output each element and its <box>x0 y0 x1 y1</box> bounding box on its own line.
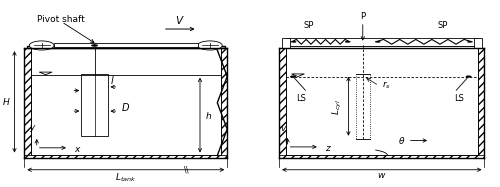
Text: $l$: $l$ <box>110 74 115 86</box>
Bar <box>24 48 31 156</box>
Text: LS: LS <box>296 94 306 103</box>
Bar <box>282 38 290 48</box>
Text: $L_{cyl}$: $L_{cyl}$ <box>332 99 344 115</box>
Bar <box>286 38 478 46</box>
Circle shape <box>290 75 296 78</box>
Text: $v$: $v$ <box>280 124 287 133</box>
Text: $w$: $w$ <box>377 171 386 180</box>
Bar <box>221 48 227 156</box>
Circle shape <box>292 41 296 43</box>
Bar <box>478 48 484 156</box>
Bar <box>54 42 198 47</box>
Text: $\backslash\backslash$: $\backslash\backslash$ <box>183 163 190 174</box>
Bar <box>279 48 285 156</box>
Text: $y$: $y$ <box>29 123 36 134</box>
Circle shape <box>198 41 222 50</box>
Circle shape <box>30 41 54 50</box>
Text: $z$: $z$ <box>324 144 332 153</box>
Bar <box>279 156 484 158</box>
Text: SP: SP <box>304 21 314 30</box>
Text: $r_s$: $r_s$ <box>382 80 390 91</box>
Text: $x$: $x$ <box>74 145 82 154</box>
Text: SP: SP <box>437 21 448 30</box>
Text: $\theta$: $\theta$ <box>398 135 406 146</box>
Bar <box>27 46 224 48</box>
Text: P: P <box>360 12 366 21</box>
Circle shape <box>467 41 472 43</box>
Bar <box>286 46 478 48</box>
Circle shape <box>345 41 350 43</box>
Bar <box>356 74 370 139</box>
Text: $V$: $V$ <box>176 14 185 26</box>
Text: Pivot shaft: Pivot shaft <box>36 15 84 24</box>
Text: $h$: $h$ <box>205 110 212 121</box>
Text: $H$: $H$ <box>2 96 10 107</box>
Circle shape <box>376 41 380 43</box>
Circle shape <box>466 75 471 78</box>
Text: LS: LS <box>454 94 464 103</box>
Text: $L_{tank}$: $L_{tank}$ <box>115 171 136 184</box>
Text: $D$: $D$ <box>121 101 130 113</box>
Bar <box>82 74 108 136</box>
Bar <box>474 38 482 48</box>
Bar <box>24 156 227 158</box>
Circle shape <box>91 44 98 47</box>
